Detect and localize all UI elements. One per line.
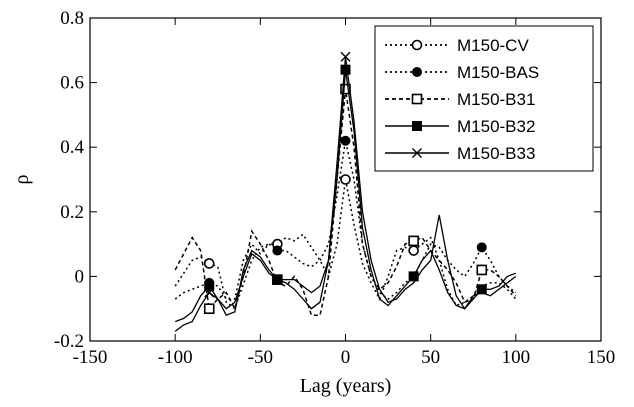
x-tick-label: 50 [421,347,440,368]
x-tick-label: 100 [502,347,531,368]
legend-label: M150-CV [457,36,529,55]
point-marker [272,245,283,256]
point-marker [340,64,351,75]
y-tick-label: -0.2 [54,331,84,352]
legend-entry: M150-B31 [385,90,535,109]
x-tick-label: 150 [587,347,616,368]
point-marker [203,303,215,315]
legend-label: M150-B33 [457,144,535,163]
legend-label: M150-BAS [457,63,539,82]
point-marker [476,264,488,276]
point-marker [408,271,419,282]
point-marker [408,245,419,256]
x-tick-label: 0 [341,347,351,368]
legend-label: M150-B31 [457,90,535,109]
point-marker [340,174,351,185]
legend-label: M150-B32 [457,117,535,136]
point-marker [340,51,351,62]
y-tick-label: 0.2 [60,202,84,223]
plot-area [174,51,517,332]
x-tick-label: -150 [73,347,108,368]
legend-entry: M150-B32 [385,117,535,136]
y-tick-label: 0 [75,266,85,287]
point-marker [411,93,423,105]
point-marker [476,242,487,253]
point-marker [412,67,422,77]
point-marker [408,235,419,247]
point-marker [340,135,351,146]
point-marker [412,148,422,158]
series-line [174,179,517,310]
x-tick-label: -50 [248,347,273,368]
point-marker [411,39,423,51]
point-marker [204,281,215,292]
y-tick-label: 0.4 [60,137,84,158]
y-axis-label: ρ [11,174,33,184]
point-marker [412,121,422,131]
legend-entry: M150-BAS [385,63,539,82]
series-m150-b33 [174,51,517,332]
point-marker [203,258,215,269]
legend-entry: M150-B33 [385,144,535,163]
point-marker [476,284,487,295]
series-m150-cv [174,174,517,310]
x-tick-label: -100 [158,347,193,368]
y-tick-label: 0.8 [60,8,84,29]
axis-ticks: -150 -100 -50 0 50 100 150 -0.2 0 0.2 0.4 0.6 0.8 [54,8,615,368]
legend-entry: M150-CV [385,36,529,55]
legend-box [374,25,594,172]
point-marker [204,287,215,298]
x-axis-label: Lag (years) [300,375,392,397]
legend: M150-CV M150-BAS M150-B31 M150-B32 M150-B33 [374,25,594,172]
y-tick-label: 0.6 [60,73,84,94]
